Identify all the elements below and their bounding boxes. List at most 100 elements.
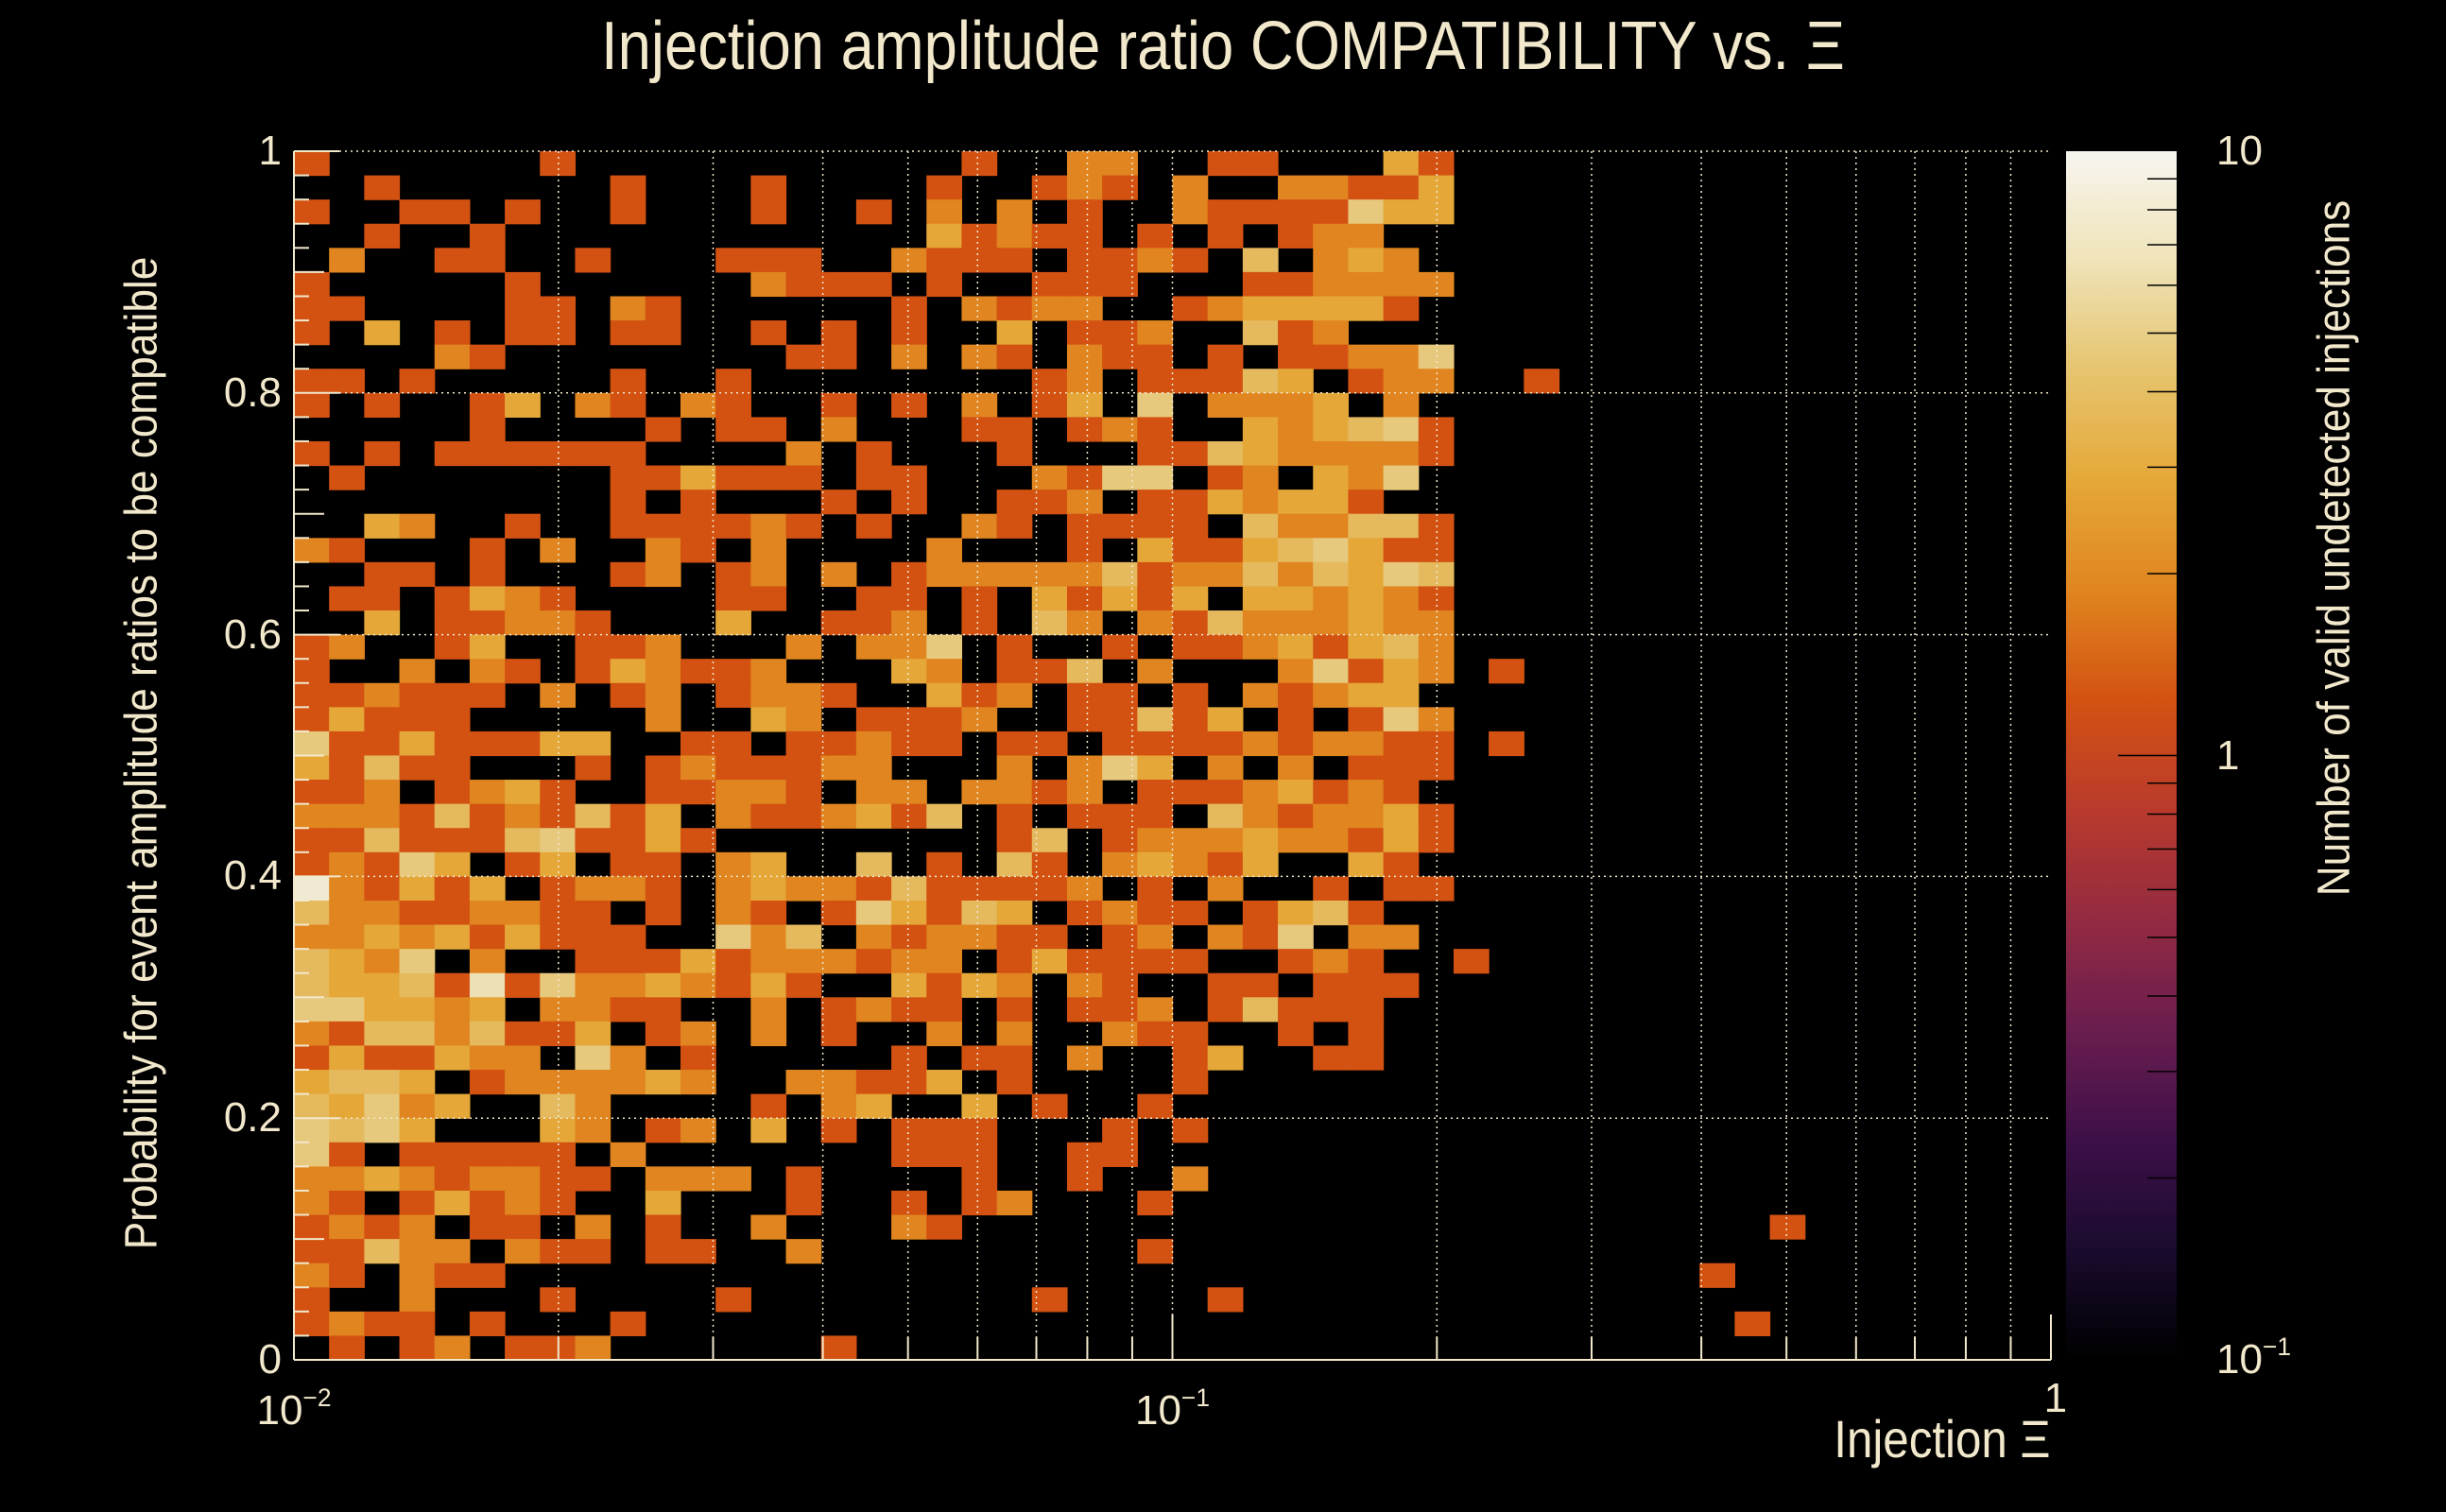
heatmap-cell [1453, 949, 1490, 974]
heatmap-cell [469, 1214, 506, 1240]
heatmap-cell [1313, 949, 1349, 974]
heatmap-cell [715, 1287, 751, 1313]
heatmap-cell [961, 924, 998, 950]
heatmap-cell [715, 803, 751, 829]
colorbar-tick-label-text: 1 [2216, 731, 2240, 779]
heatmap-cell [1066, 1045, 1103, 1071]
heatmap-cell [820, 949, 857, 974]
heatmap-cell [610, 949, 646, 974]
heatmap-cell [1207, 369, 1244, 394]
heatmap-cell [820, 417, 857, 442]
heatmap-cell [1313, 392, 1349, 418]
heatmap-cell [1137, 465, 1174, 490]
heatmap-cell [364, 682, 401, 708]
heatmap-cell [329, 876, 365, 902]
heatmap-cell [1172, 949, 1209, 974]
heatmap-cell [364, 828, 401, 853]
heatmap-cell [610, 1311, 646, 1337]
heatmap-cell [1348, 659, 1385, 684]
heatmap-cell [1242, 248, 1279, 273]
heatmap-cell [294, 1045, 330, 1071]
heatmap-cell [785, 949, 822, 974]
heatmap-cell [1383, 248, 1420, 273]
heatmap-cell [1278, 659, 1314, 684]
heatmap-cell [750, 175, 787, 200]
heatmap-cell [645, 851, 681, 877]
heatmap-cell [1348, 972, 1385, 998]
heatmap-cell [1031, 175, 1068, 200]
heatmap-cell [434, 1021, 471, 1047]
heatmap-cell [1137, 900, 1174, 926]
heatmap-cell [1313, 659, 1349, 684]
heatmap-cell [750, 780, 787, 805]
heatmap-cell [399, 1093, 436, 1119]
heatmap-cell [1066, 561, 1103, 588]
heatmap-cell [1348, 851, 1385, 877]
heatmap-cell [1278, 561, 1314, 588]
heatmap-cell [1172, 1021, 1209, 1047]
heatmap-cell [1383, 440, 1420, 467]
heatmap-cell [820, 1118, 857, 1143]
heatmap-cell [610, 513, 646, 539]
heatmap-cell [1348, 344, 1385, 369]
heatmap-cell [680, 513, 716, 539]
heatmap-cell [1348, 490, 1385, 515]
heatmap-cell [1383, 972, 1420, 998]
heatmap-cell [434, 344, 471, 369]
heatmap-cell [1172, 296, 1209, 321]
heatmap-cell [364, 997, 401, 1022]
heatmap-cell [820, 344, 857, 369]
heatmap-cell [1066, 392, 1103, 418]
heatmap-cell [1242, 465, 1279, 490]
heatmap-cell [961, 248, 998, 273]
heatmap-cell [891, 1070, 927, 1095]
heatmap-cell [610, 320, 646, 346]
heatmap-cell [961, 610, 998, 636]
heatmap-cell [434, 682, 471, 708]
heatmap-cell [294, 1190, 330, 1216]
heatmap-cell [329, 1166, 365, 1192]
heatmap-cell [1348, 223, 1385, 249]
heatmap-cell [329, 1045, 365, 1071]
heatmap-cell [785, 972, 822, 998]
heatmap-cell [715, 248, 751, 273]
heatmap-cell [505, 271, 541, 298]
heatmap-cell [1172, 175, 1209, 200]
heatmap-cell [855, 755, 892, 781]
heatmap-cell [469, 1070, 506, 1095]
heatmap-cell [434, 900, 471, 926]
heatmap-cell [329, 682, 365, 708]
heatmap-cell [1278, 344, 1314, 369]
heatmap-cell [891, 344, 927, 369]
heatmap-cell [1348, 730, 1385, 757]
heatmap-cell [750, 417, 787, 442]
heatmap-cell [1242, 151, 1279, 177]
heatmap-cell [1242, 490, 1279, 515]
heatmap-cell [785, 876, 822, 902]
heatmap-cell [1348, 634, 1385, 660]
heatmap-cell [1031, 223, 1068, 249]
heatmap-cell [1137, 828, 1174, 853]
heatmap-cell [926, 682, 963, 708]
heatmap-cell [399, 513, 436, 539]
heatmap-cell [1137, 1093, 1174, 1119]
heatmap-cell [750, 851, 787, 877]
heatmap-cell [1066, 803, 1103, 829]
heatmap-cell [1348, 440, 1385, 467]
heatmap-cell [505, 730, 541, 757]
heatmap-cell [750, 707, 787, 732]
heatmap-cell [961, 1093, 998, 1119]
heatmap-cell [785, 803, 822, 829]
heatmap-cell [1207, 151, 1244, 177]
heatmap-cell [1066, 369, 1103, 394]
heatmap-cell [1031, 659, 1068, 684]
heatmap-cell [540, 1142, 577, 1167]
heatmap-cell [399, 1239, 436, 1264]
heatmap-cell [1278, 417, 1314, 442]
heatmap-cell [1348, 1045, 1385, 1071]
heatmap-cell [1172, 1118, 1209, 1143]
heatmap-cell [1137, 320, 1174, 346]
heatmap-cell [996, 513, 1033, 539]
heatmap-cell [1383, 538, 1420, 563]
heatmap-cell [715, 780, 751, 805]
